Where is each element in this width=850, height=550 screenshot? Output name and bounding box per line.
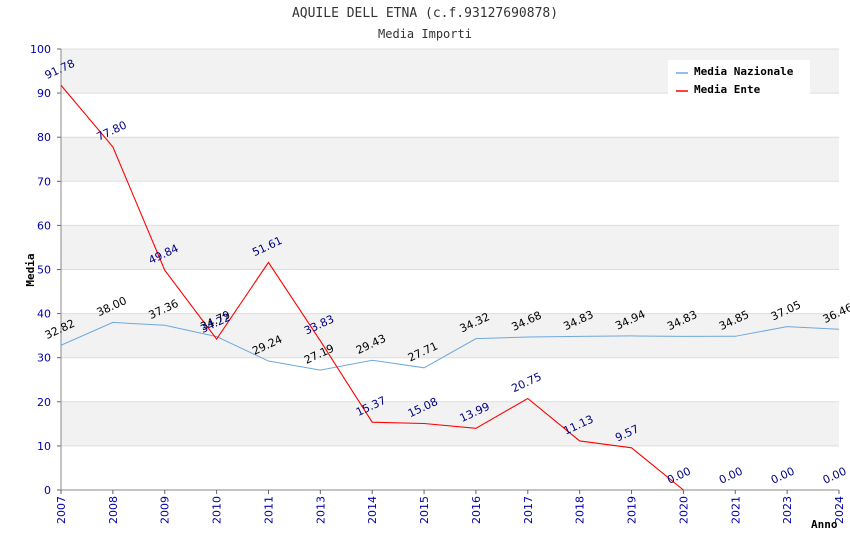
x-tick-label: 2015 bbox=[418, 496, 431, 524]
y-tick-label: 40 bbox=[37, 308, 51, 321]
y-tick-label: 20 bbox=[37, 396, 51, 409]
axes: 0 10 20 30 40 50 60 70 80 90 100 2007 2008 2009 2010 20… bbox=[30, 43, 846, 524]
series-line bbox=[60, 84, 684, 491]
y-tick-label: 100 bbox=[30, 43, 51, 56]
chart-title: AQUILE DELL ETNA (c.f.93127690878) bbox=[291, 6, 559, 21]
chart-subtitle: Media Importi bbox=[378, 27, 472, 41]
x-tick-label: 2017 bbox=[522, 496, 535, 524]
x-tick-label: 2011 bbox=[262, 496, 275, 524]
grid-band bbox=[61, 181, 839, 226]
x-tick-label: 2020 bbox=[677, 496, 690, 524]
legend-box bbox=[668, 60, 810, 96]
series-lines bbox=[60, 84, 840, 491]
y-tick-label: 30 bbox=[37, 352, 51, 365]
legend-label-media-ente: Media Ente bbox=[694, 83, 761, 96]
x-axis-label: Anno bbox=[811, 518, 838, 531]
x-tick-label: 2021 bbox=[729, 496, 742, 524]
grid-band bbox=[61, 313, 839, 358]
y-tick-label: 90 bbox=[37, 87, 51, 100]
grid-band bbox=[61, 445, 839, 490]
y-tick-label: 10 bbox=[37, 440, 51, 453]
grid-band bbox=[61, 137, 839, 182]
legend-label-media-nazionale: Media Nazionale bbox=[694, 65, 794, 78]
x-tick-label: 2018 bbox=[574, 496, 587, 524]
y-tick-label: 0 bbox=[44, 484, 51, 497]
x-tick-label: 2008 bbox=[107, 496, 120, 524]
x-tick-label: 2009 bbox=[159, 496, 172, 524]
x-tick-label: 2013 bbox=[314, 496, 327, 524]
x-tick-label: 2023 bbox=[781, 496, 794, 524]
y-tick-label: 70 bbox=[37, 175, 51, 188]
grid-bands bbox=[61, 49, 839, 490]
y-axis-label: Media bbox=[24, 253, 37, 286]
grid-band bbox=[61, 225, 839, 270]
x-tick-label: 2010 bbox=[211, 496, 224, 524]
x-tick-label: 2007 bbox=[55, 496, 68, 524]
grid-band bbox=[61, 93, 839, 138]
legend: Media Nazionale Media Ente bbox=[668, 60, 810, 96]
grid-band bbox=[61, 269, 839, 314]
grid-band bbox=[61, 401, 839, 446]
x-tick-label: 2024 bbox=[833, 496, 846, 524]
x-tick-label: 2016 bbox=[470, 496, 483, 524]
y-tick-label: 60 bbox=[37, 219, 51, 232]
series-line bbox=[60, 321, 840, 371]
x-tick-label: 2019 bbox=[626, 496, 639, 524]
y-tick-label: 80 bbox=[37, 131, 51, 144]
y-tick-label: 50 bbox=[37, 264, 51, 277]
x-tick-label: 2014 bbox=[366, 496, 379, 524]
grid-band bbox=[61, 357, 839, 402]
